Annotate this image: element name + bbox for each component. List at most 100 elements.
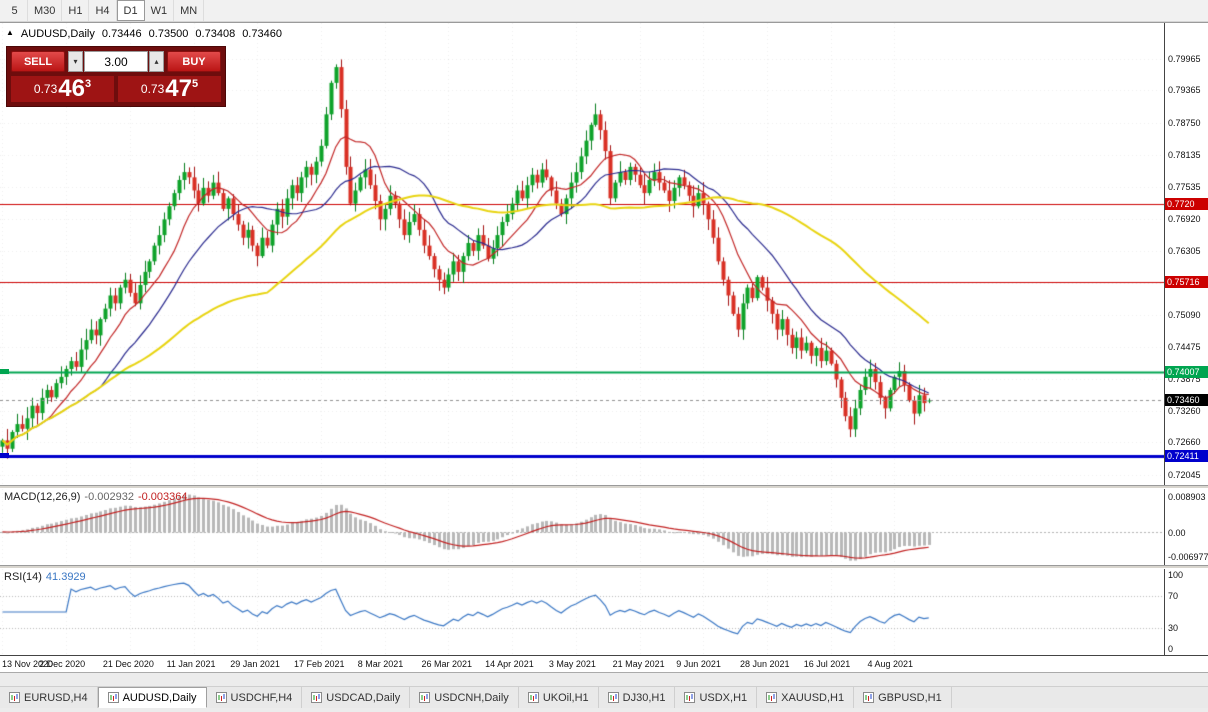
volume-decrease-button[interactable]: ▾ bbox=[68, 51, 83, 72]
volume-value[interactable]: 3.00 bbox=[84, 51, 148, 72]
one-click-trade-panel: SELL ▾ 3.00 ▴ BUY 0.73 46 3 0.73 47 5 bbox=[6, 46, 226, 107]
bid-price-display[interactable]: 0.73 46 3 bbox=[11, 76, 114, 102]
price-axis-tick: 0.76920 bbox=[1168, 213, 1201, 224]
tab-gbpusd-h1[interactable]: GBPUSD,H1 bbox=[854, 687, 952, 708]
tab-xauusd-h1[interactable]: XAUUSD,H1 bbox=[757, 687, 855, 708]
timeframe-button-w1[interactable]: W1 bbox=[145, 0, 175, 21]
chart-icon bbox=[863, 692, 875, 703]
chart-icon bbox=[527, 692, 539, 703]
date-axis-label: 16 Jul 2021 bbox=[803, 659, 851, 669]
chart-icon bbox=[607, 692, 619, 703]
macd-axis[interactable]: 0.008903 0.00 -0.006977 bbox=[1164, 489, 1208, 565]
sell-button[interactable]: SELL bbox=[11, 51, 65, 72]
volume-increase-button[interactable]: ▴ bbox=[149, 51, 164, 72]
tab-label: XAUUSD,H1 bbox=[781, 691, 845, 704]
price-axis-tick: 0.74475 bbox=[1168, 342, 1201, 353]
timeframe-button-m30[interactable]: M30 bbox=[28, 0, 63, 21]
price-axis-tick: 0.79365 bbox=[1168, 85, 1201, 96]
tab-usdcnh-daily[interactable]: USDCNH,Daily bbox=[410, 687, 519, 708]
timeframe-button-5[interactable]: 5 bbox=[2, 0, 28, 21]
price-axis-tick: 0.72045 bbox=[1168, 469, 1201, 480]
quote-close: 0.73460 bbox=[242, 28, 282, 40]
timeframe-button-h1[interactable]: H1 bbox=[62, 0, 90, 21]
timeframe-button-d1[interactable]: D1 bbox=[116, 0, 145, 21]
tab-label: AUDUSD,Daily bbox=[122, 691, 197, 704]
price-axis-tick: 0.73260 bbox=[1168, 405, 1201, 416]
rsi-pane[interactable]: RSI(14) 41.3929 bbox=[0, 569, 1164, 655]
rsi-name: RSI(14) bbox=[4, 571, 42, 583]
date-axis[interactable]: 13 Nov 2020 2 Dec 2020 21 Dec 2020 11 Jan 2… bbox=[0, 655, 1208, 673]
tab-ukoil-h1[interactable]: UKOil,H1 bbox=[518, 687, 599, 708]
ask-pip-digit: 5 bbox=[191, 78, 199, 90]
tab-label: USDCNH,Daily bbox=[434, 691, 509, 704]
tab-label: USDCHF,H4 bbox=[230, 691, 293, 704]
tab-usdcad-daily[interactable]: USDCAD,Daily bbox=[302, 687, 411, 708]
chart-icon bbox=[215, 692, 227, 703]
price-axis-tick: 0.75090 bbox=[1168, 309, 1201, 320]
date-axis-label: 13 Nov 2020 bbox=[2, 659, 54, 669]
rsi-chart-canvas[interactable] bbox=[0, 569, 1164, 655]
quote-high: 0.73500 bbox=[148, 28, 189, 40]
chart-tabbar: EURUSD,H4 AUDUSD,Daily USDCHF,H4 USDCAD,Dai… bbox=[0, 686, 1208, 708]
macd-main-value: -0.002932 bbox=[84, 491, 134, 503]
price-axis[interactable]: 0.79965 0.79365 0.78750 0.78135 0.77535 0.769… bbox=[1164, 23, 1208, 485]
rsi-axis-tick: 0 bbox=[1168, 644, 1174, 654]
date-axis-label: 8 Mar 2021 bbox=[357, 659, 404, 669]
date-axis-label: 28 Jun 2021 bbox=[740, 659, 790, 669]
ask-prefix: 0.73 bbox=[140, 82, 165, 96]
date-axis-label: 21 May 2021 bbox=[612, 659, 665, 669]
quote-low: 0.73408 bbox=[195, 28, 236, 40]
date-axis-label: 26 Mar 2021 bbox=[421, 659, 472, 669]
macd-axis-tick: 0.008903 bbox=[1168, 492, 1206, 502]
bid-prefix: 0.73 bbox=[33, 82, 58, 96]
ask-main-digits: 47 bbox=[165, 75, 192, 102]
timeframe-button-mn[interactable]: MN bbox=[174, 0, 205, 21]
pane-separator[interactable] bbox=[0, 485, 1208, 489]
chart-area: ▲ AUDUSD,Daily 0.73446 0.73500 0.73408 0… bbox=[0, 22, 1208, 673]
hline-price-tag: 0.72411 bbox=[1165, 449, 1208, 462]
macd-label: MACD(12,26,9) -0.002932 -0.003364 bbox=[4, 491, 188, 503]
tab-eurusd-h4[interactable]: EURUSD,H4 bbox=[0, 687, 98, 708]
hline-price-tag: 0.75716 bbox=[1165, 276, 1208, 289]
timeframe-button-h4[interactable]: H4 bbox=[89, 0, 117, 21]
tab-label: GBPUSD,H1 bbox=[878, 691, 942, 704]
macd-axis-tick: 0.00 bbox=[1168, 527, 1186, 538]
rsi-axis-tick: 30 bbox=[1168, 622, 1179, 633]
macd-pane[interactable]: MACD(12,26,9) -0.002932 -0.003364 bbox=[0, 489, 1164, 565]
price-axis-tick: 0.72660 bbox=[1168, 437, 1201, 448]
price-axis-tick: 0.73875 bbox=[1168, 373, 1201, 384]
rsi-axis-tick: 100 bbox=[1168, 570, 1184, 580]
hline-price-tag: 0.74007 bbox=[1165, 365, 1208, 378]
tab-label: EURUSD,H4 bbox=[24, 691, 88, 704]
chart-icon bbox=[9, 692, 20, 703]
date-axis-label: 11 Jan 2021 bbox=[166, 659, 216, 669]
macd-axis-tick: -0.006977 bbox=[1168, 552, 1208, 562]
bid-pip-digit: 3 bbox=[84, 78, 92, 90]
tab-dj30-h1[interactable]: DJ30,H1 bbox=[598, 687, 676, 708]
chart-icon bbox=[311, 692, 323, 703]
pane-separator[interactable] bbox=[0, 565, 1208, 569]
date-axis-label: 17 Feb 2021 bbox=[294, 659, 345, 669]
macd-chart-canvas[interactable] bbox=[0, 489, 1164, 565]
macd-signal-value: -0.003364 bbox=[137, 491, 188, 503]
price-pane[interactable]: ▲ AUDUSD,Daily 0.73446 0.73500 0.73408 0… bbox=[0, 23, 1164, 485]
tab-label: USDCAD,Daily bbox=[326, 691, 401, 704]
tab-usdx-h1[interactable]: USDX,H1 bbox=[675, 687, 758, 708]
price-axis-tick: 0.77535 bbox=[1168, 181, 1201, 192]
chart-icon bbox=[107, 692, 119, 703]
rsi-axis[interactable]: 100 70 30 0 bbox=[1164, 569, 1208, 655]
chart-icon bbox=[419, 692, 431, 703]
buy-button[interactable]: BUY bbox=[167, 51, 221, 72]
date-axis-label: 4 Aug 2021 bbox=[867, 659, 913, 669]
trade-panel-toggle-icon[interactable]: ▲ bbox=[6, 28, 14, 37]
ask-price-display[interactable]: 0.73 47 5 bbox=[118, 76, 221, 102]
tab-usdchf-h4[interactable]: USDCHF,H4 bbox=[206, 687, 303, 708]
volume-control: ▾ 3.00 ▴ bbox=[68, 51, 164, 72]
date-axis-label: 29 Jan 2021 bbox=[230, 659, 280, 669]
current-price-tag: 0.73460 bbox=[1165, 394, 1208, 407]
date-axis-label: 9 Jun 2021 bbox=[676, 659, 721, 669]
tab-label: USDX,H1 bbox=[699, 691, 748, 704]
tab-audusd-daily[interactable]: AUDUSD,Daily bbox=[97, 687, 207, 708]
price-axis-tick: 0.78135 bbox=[1168, 150, 1201, 161]
